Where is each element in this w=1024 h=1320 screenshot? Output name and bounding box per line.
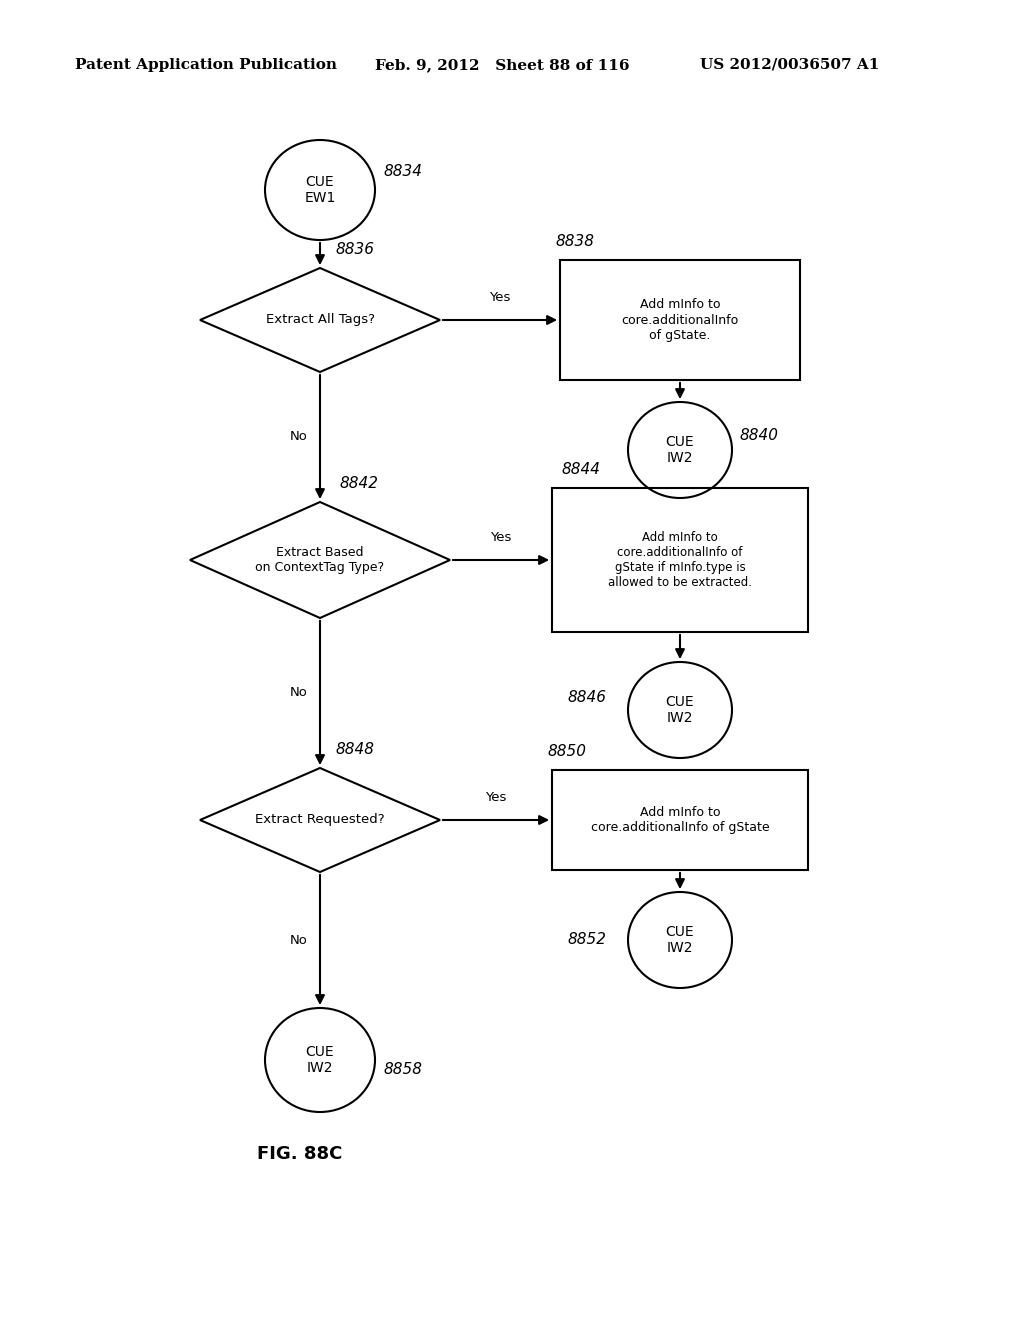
Text: CUE
IW2: CUE IW2 (666, 434, 694, 465)
Text: CUE
IW2: CUE IW2 (666, 694, 694, 725)
Text: Extract Based
on ContextTag Type?: Extract Based on ContextTag Type? (255, 546, 385, 574)
Bar (560, 260, 800, 380)
Bar (552, 488, 808, 632)
Text: Feb. 9, 2012   Sheet 88 of 116: Feb. 9, 2012 Sheet 88 of 116 (375, 58, 630, 73)
Bar (552, 770, 808, 870)
Text: CUE
IW2: CUE IW2 (666, 925, 694, 956)
Text: No: No (290, 686, 308, 700)
Text: 8850: 8850 (547, 744, 586, 759)
Text: Add mInfo to
core.additionalInfo of
gState if mInfo.type is
allowed to be extrac: Add mInfo to core.additionalInfo of gSta… (608, 531, 752, 589)
Text: 8834: 8834 (383, 165, 422, 180)
Text: 8848: 8848 (335, 742, 374, 758)
Text: Yes: Yes (489, 290, 511, 304)
Text: 8852: 8852 (568, 932, 607, 948)
Text: Yes: Yes (485, 791, 507, 804)
Text: 8836: 8836 (335, 243, 374, 257)
Text: Extract Requested?: Extract Requested? (255, 813, 385, 826)
Text: Add mInfo to
core.additionalInfo of gState: Add mInfo to core.additionalInfo of gSta… (591, 807, 769, 834)
Text: No: No (290, 933, 308, 946)
Text: Yes: Yes (490, 531, 512, 544)
Text: 8858: 8858 (383, 1063, 422, 1077)
Text: 8844: 8844 (562, 462, 601, 478)
Text: US 2012/0036507 A1: US 2012/0036507 A1 (700, 58, 880, 73)
Text: No: No (290, 430, 308, 444)
Text: CUE
IW2: CUE IW2 (306, 1045, 334, 1074)
Text: Extract All Tags?: Extract All Tags? (265, 314, 375, 326)
Text: 8838: 8838 (555, 235, 594, 249)
Text: 8842: 8842 (340, 477, 379, 491)
Text: CUE
EW1: CUE EW1 (304, 176, 336, 205)
Text: FIG. 88C: FIG. 88C (257, 1144, 343, 1163)
Text: Add mInfo to
core.additionalInfo
of gState.: Add mInfo to core.additionalInfo of gSta… (622, 298, 738, 342)
Text: 8840: 8840 (740, 428, 779, 442)
Text: Patent Application Publication: Patent Application Publication (75, 58, 337, 73)
Text: 8846: 8846 (568, 690, 607, 705)
